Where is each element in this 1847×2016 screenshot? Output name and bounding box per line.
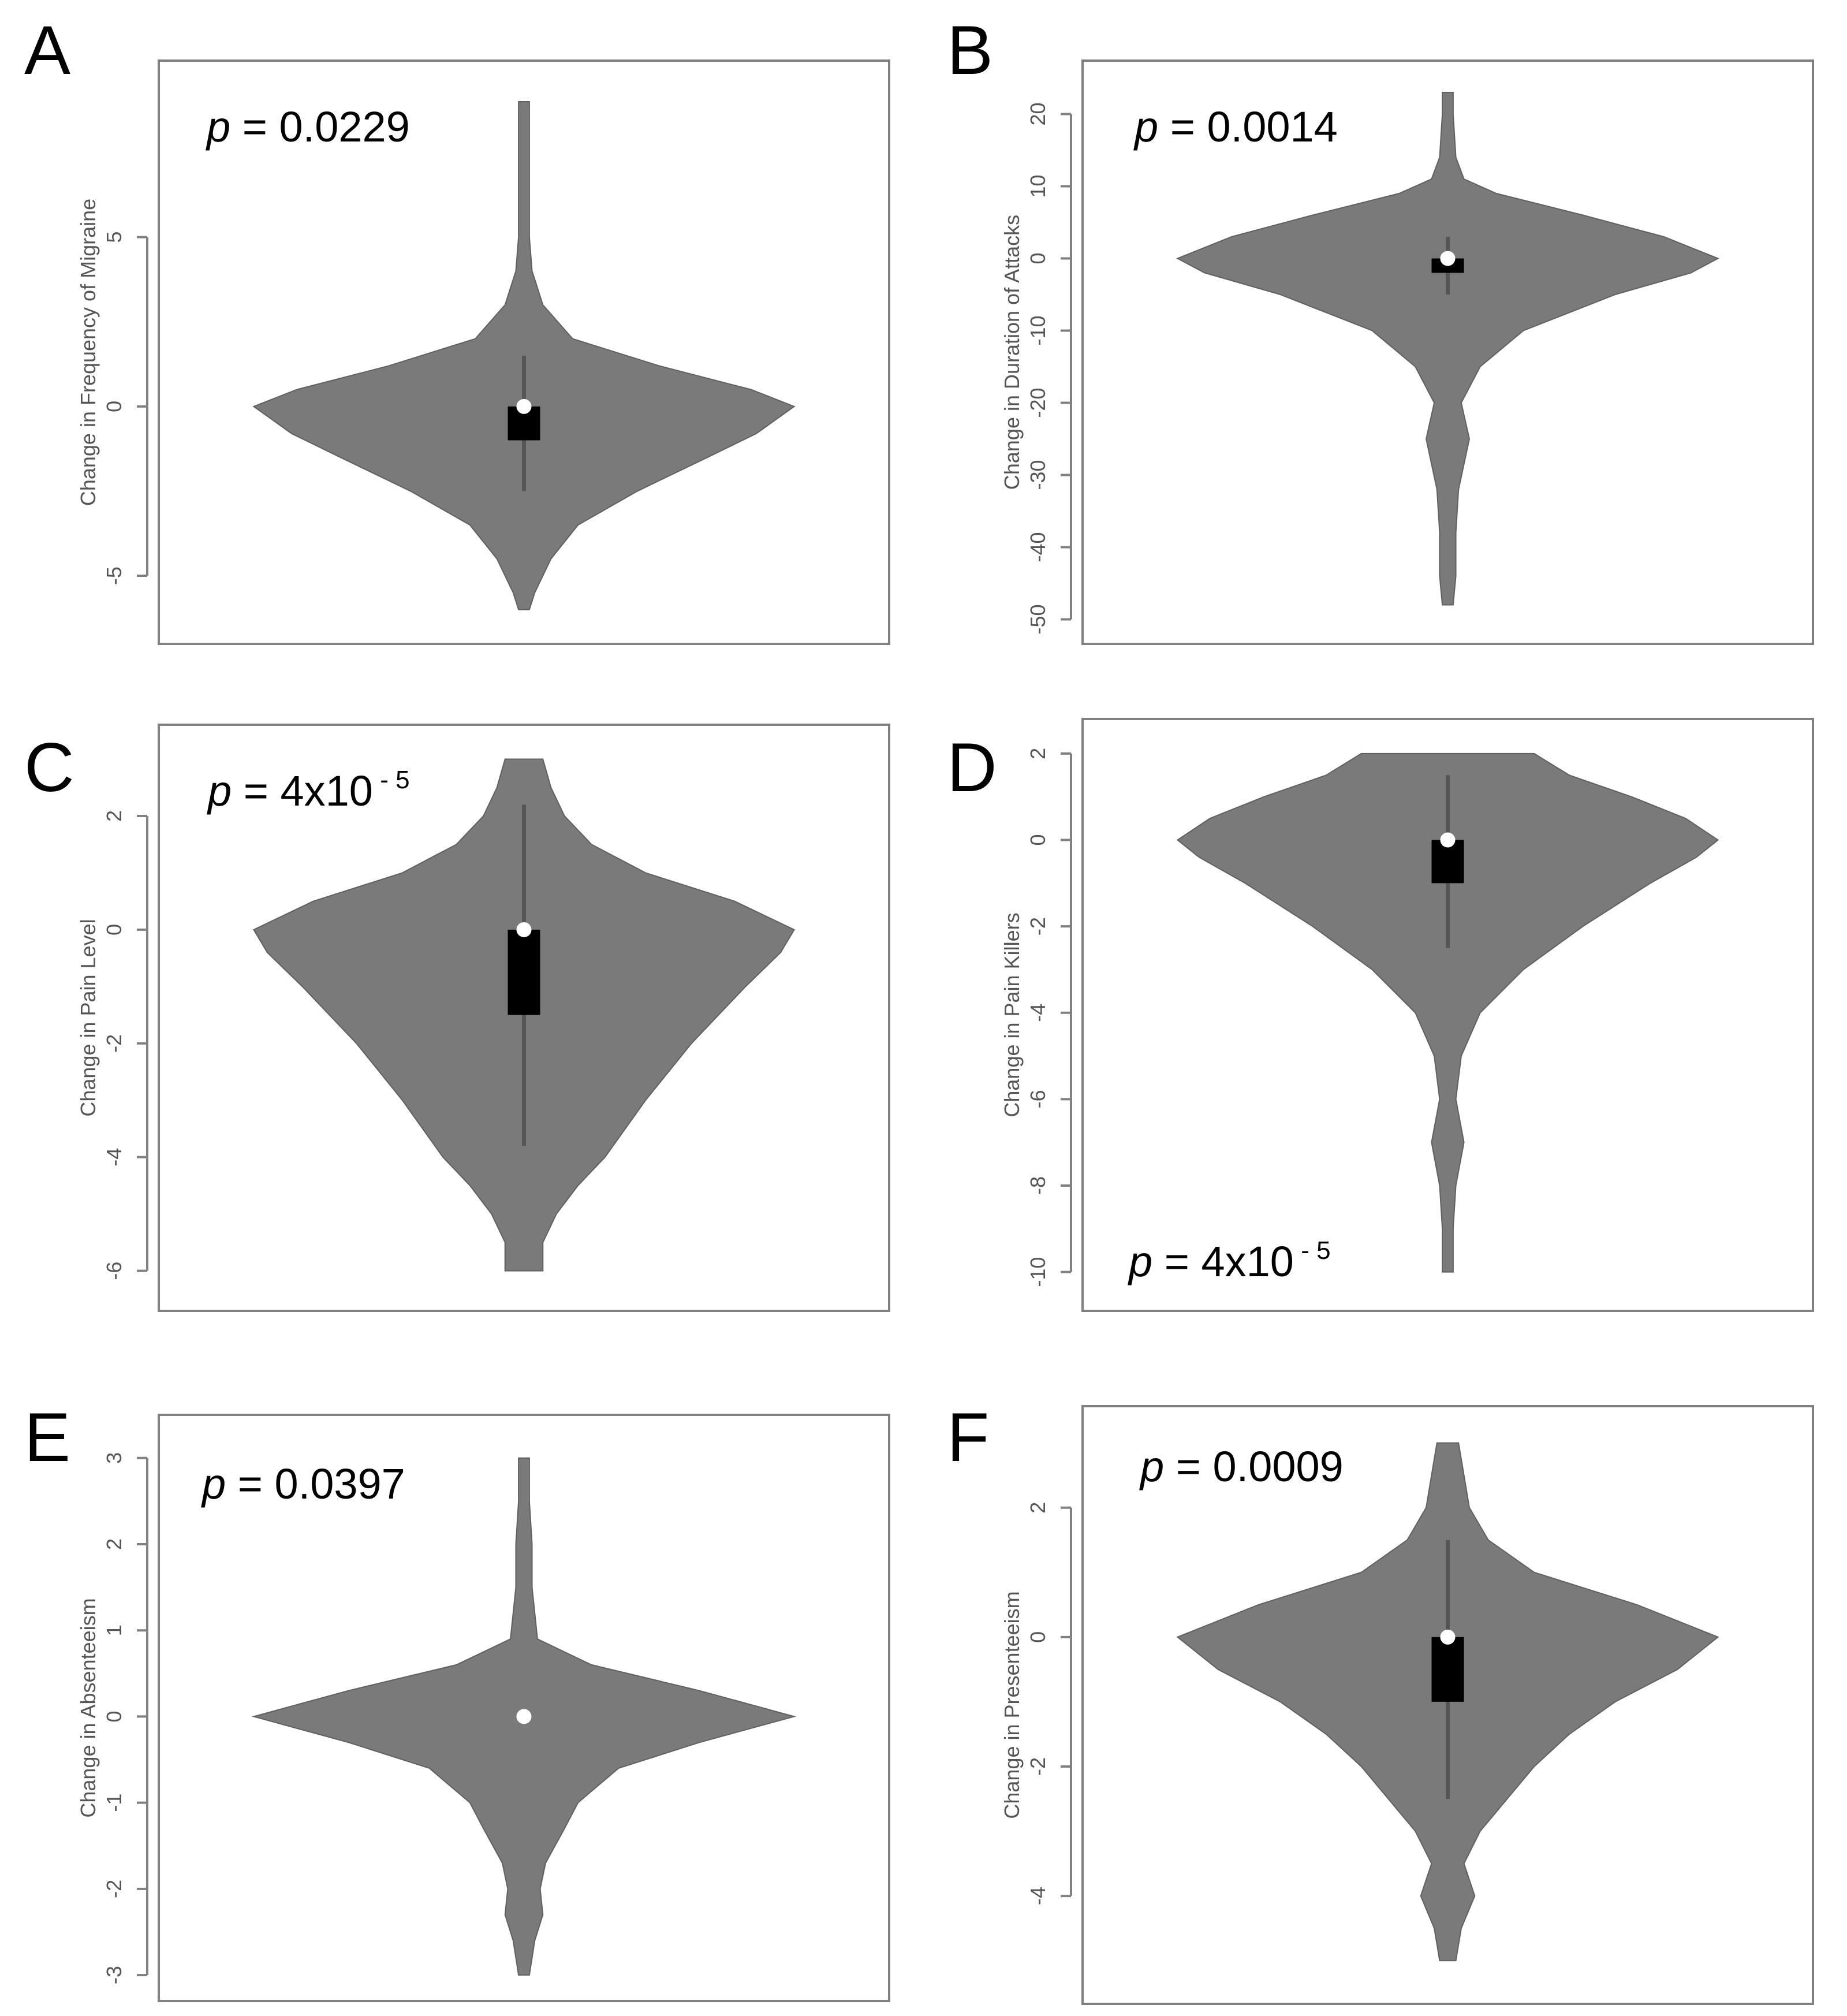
y-tick-label: -2 (102, 1034, 126, 1053)
y-tick-label: 2 (102, 1538, 126, 1550)
plot-frame (158, 1414, 890, 2002)
y-tick-label: -5 (102, 567, 126, 585)
plot-frame (1081, 1405, 1814, 2005)
p-value-annotation: p = 0.0397 (201, 1460, 405, 1508)
y-tick-label: 0 (1026, 1631, 1050, 1643)
median-point (516, 1709, 532, 1724)
y-tick-label: 2 (102, 810, 126, 822)
violin-body (252, 101, 796, 610)
y-axis-title: Change in Duration of Attacks (1000, 215, 1024, 490)
y-tick-label: -8 (1026, 1176, 1050, 1195)
plot-frame (1081, 59, 1814, 645)
y-tick-label: -2 (102, 1880, 126, 1898)
iqr-box (1431, 1637, 1464, 1702)
y-tick-label: -40 (1026, 532, 1050, 562)
y-tick-label: -20 (1026, 387, 1050, 418)
y-tick-label: 10 (1026, 174, 1050, 197)
y-axis-title: Change in Pain Killers (1000, 912, 1024, 1117)
y-tick-label: 0 (102, 1711, 126, 1722)
y-tick-label: 0 (1026, 252, 1050, 264)
p-value-annotation: p = 0.0014 (1133, 103, 1338, 151)
median-point (516, 922, 532, 937)
y-tick-label: -2 (1026, 1757, 1050, 1776)
y-tick-label: -10 (1026, 315, 1050, 345)
y-axis-title: Change in Pain Level (76, 919, 100, 1116)
p-value-exponent: - 5 (373, 766, 410, 794)
p-symbol: p (207, 767, 232, 815)
y-tick-label: -4 (102, 1148, 126, 1167)
p-value-text: = 4x10 (232, 767, 373, 815)
iqr-box (508, 929, 540, 1015)
y-tick-label: -6 (1026, 1090, 1050, 1108)
median-point (1440, 1629, 1456, 1645)
y-tick-label: 20 (1026, 102, 1050, 125)
panel-letter: A (24, 12, 70, 89)
y-axis-title: Change in Absenteeism (76, 1598, 100, 1817)
panel-d: -10 -8 -6 -4 -2 0 2 Change in Pain Killers Dp = … (947, 718, 1814, 1312)
y-tick-label: -2 (1026, 917, 1050, 936)
p-value-text: = 0.0014 (1158, 103, 1338, 151)
p-value-text: = 0.0397 (226, 1460, 405, 1508)
y-tick-label: 0 (1026, 834, 1050, 846)
p-symbol: p (1128, 1238, 1152, 1285)
y-tick-label: 3 (102, 1452, 126, 1464)
panel-letter: E (24, 1399, 70, 1476)
y-tick-label: -3 (102, 1966, 126, 1984)
y-tick-label: 1 (102, 1624, 126, 1636)
y-tick-label: 0 (102, 924, 126, 936)
p-value-text: = 0.0009 (1164, 1443, 1344, 1490)
panel-c: -6 -4 -2 0 2 Change in Pain Level C p = 4x10 - … (24, 724, 890, 1312)
p-value-annotation: p = 4x10 - 5 (1128, 1236, 1331, 1285)
y-tick-label: -4 (1026, 1887, 1050, 1905)
y-tick-label: 5 (102, 232, 126, 243)
y-tick-label: -50 (1026, 604, 1050, 634)
p-value-annotation: p = 4x10 - 5 (207, 766, 410, 815)
median-point (1440, 251, 1456, 266)
y-tick-label: -10 (1026, 1257, 1050, 1287)
plot-frame (1081, 718, 1814, 1312)
p-symbol: p (1133, 103, 1158, 151)
panel-b: -50 -40 -30 -20 -10 0 10 20 Change in Duration o… (947, 12, 1814, 645)
y-tick-label: 0 (102, 401, 126, 412)
panel-letter: F (947, 1399, 989, 1476)
y-axis-title: Change in Presenteeism (1000, 1591, 1024, 1819)
y-axis-title: Change in Frequency of Migraine (76, 199, 100, 506)
panel-e: -3 -2 -1 0 1 2 3 Change in Absenteeism Ep = 0.03… (24, 1399, 890, 2002)
y-tick-label: -4 (1026, 1004, 1050, 1022)
panel-letter: B (947, 12, 993, 89)
median-point (1440, 832, 1456, 848)
y-tick-label: -6 (102, 1262, 126, 1280)
panel-f: -4 -2 0 2 Change in Presenteeism F p = 0.0009 (947, 1399, 1814, 2005)
median-point (516, 398, 532, 414)
p-symbol: p (1139, 1443, 1164, 1490)
p-symbol: p (206, 103, 230, 151)
p-symbol: p (201, 1460, 226, 1508)
y-tick-label: -30 (1026, 460, 1050, 490)
y-tick-label: 2 (1026, 748, 1050, 759)
p-value-annotation: p = 0.0229 (206, 103, 410, 151)
y-tick-label: 2 (1026, 1502, 1050, 1514)
violin-body (1176, 92, 1719, 606)
p-value-annotation: p = 0.0009 (1139, 1443, 1344, 1490)
p-value-text: = 0.0229 (230, 103, 410, 151)
plot-frame (158, 59, 890, 645)
violin-body (1176, 752, 1719, 1273)
y-tick-label: -1 (102, 1794, 126, 1812)
panel-letter: C (24, 729, 74, 806)
p-value-text: = 4x10 (1152, 1238, 1294, 1285)
plot-frame (158, 724, 890, 1312)
p-value-exponent: - 5 (1294, 1236, 1331, 1265)
panel-letter: D (947, 729, 997, 806)
